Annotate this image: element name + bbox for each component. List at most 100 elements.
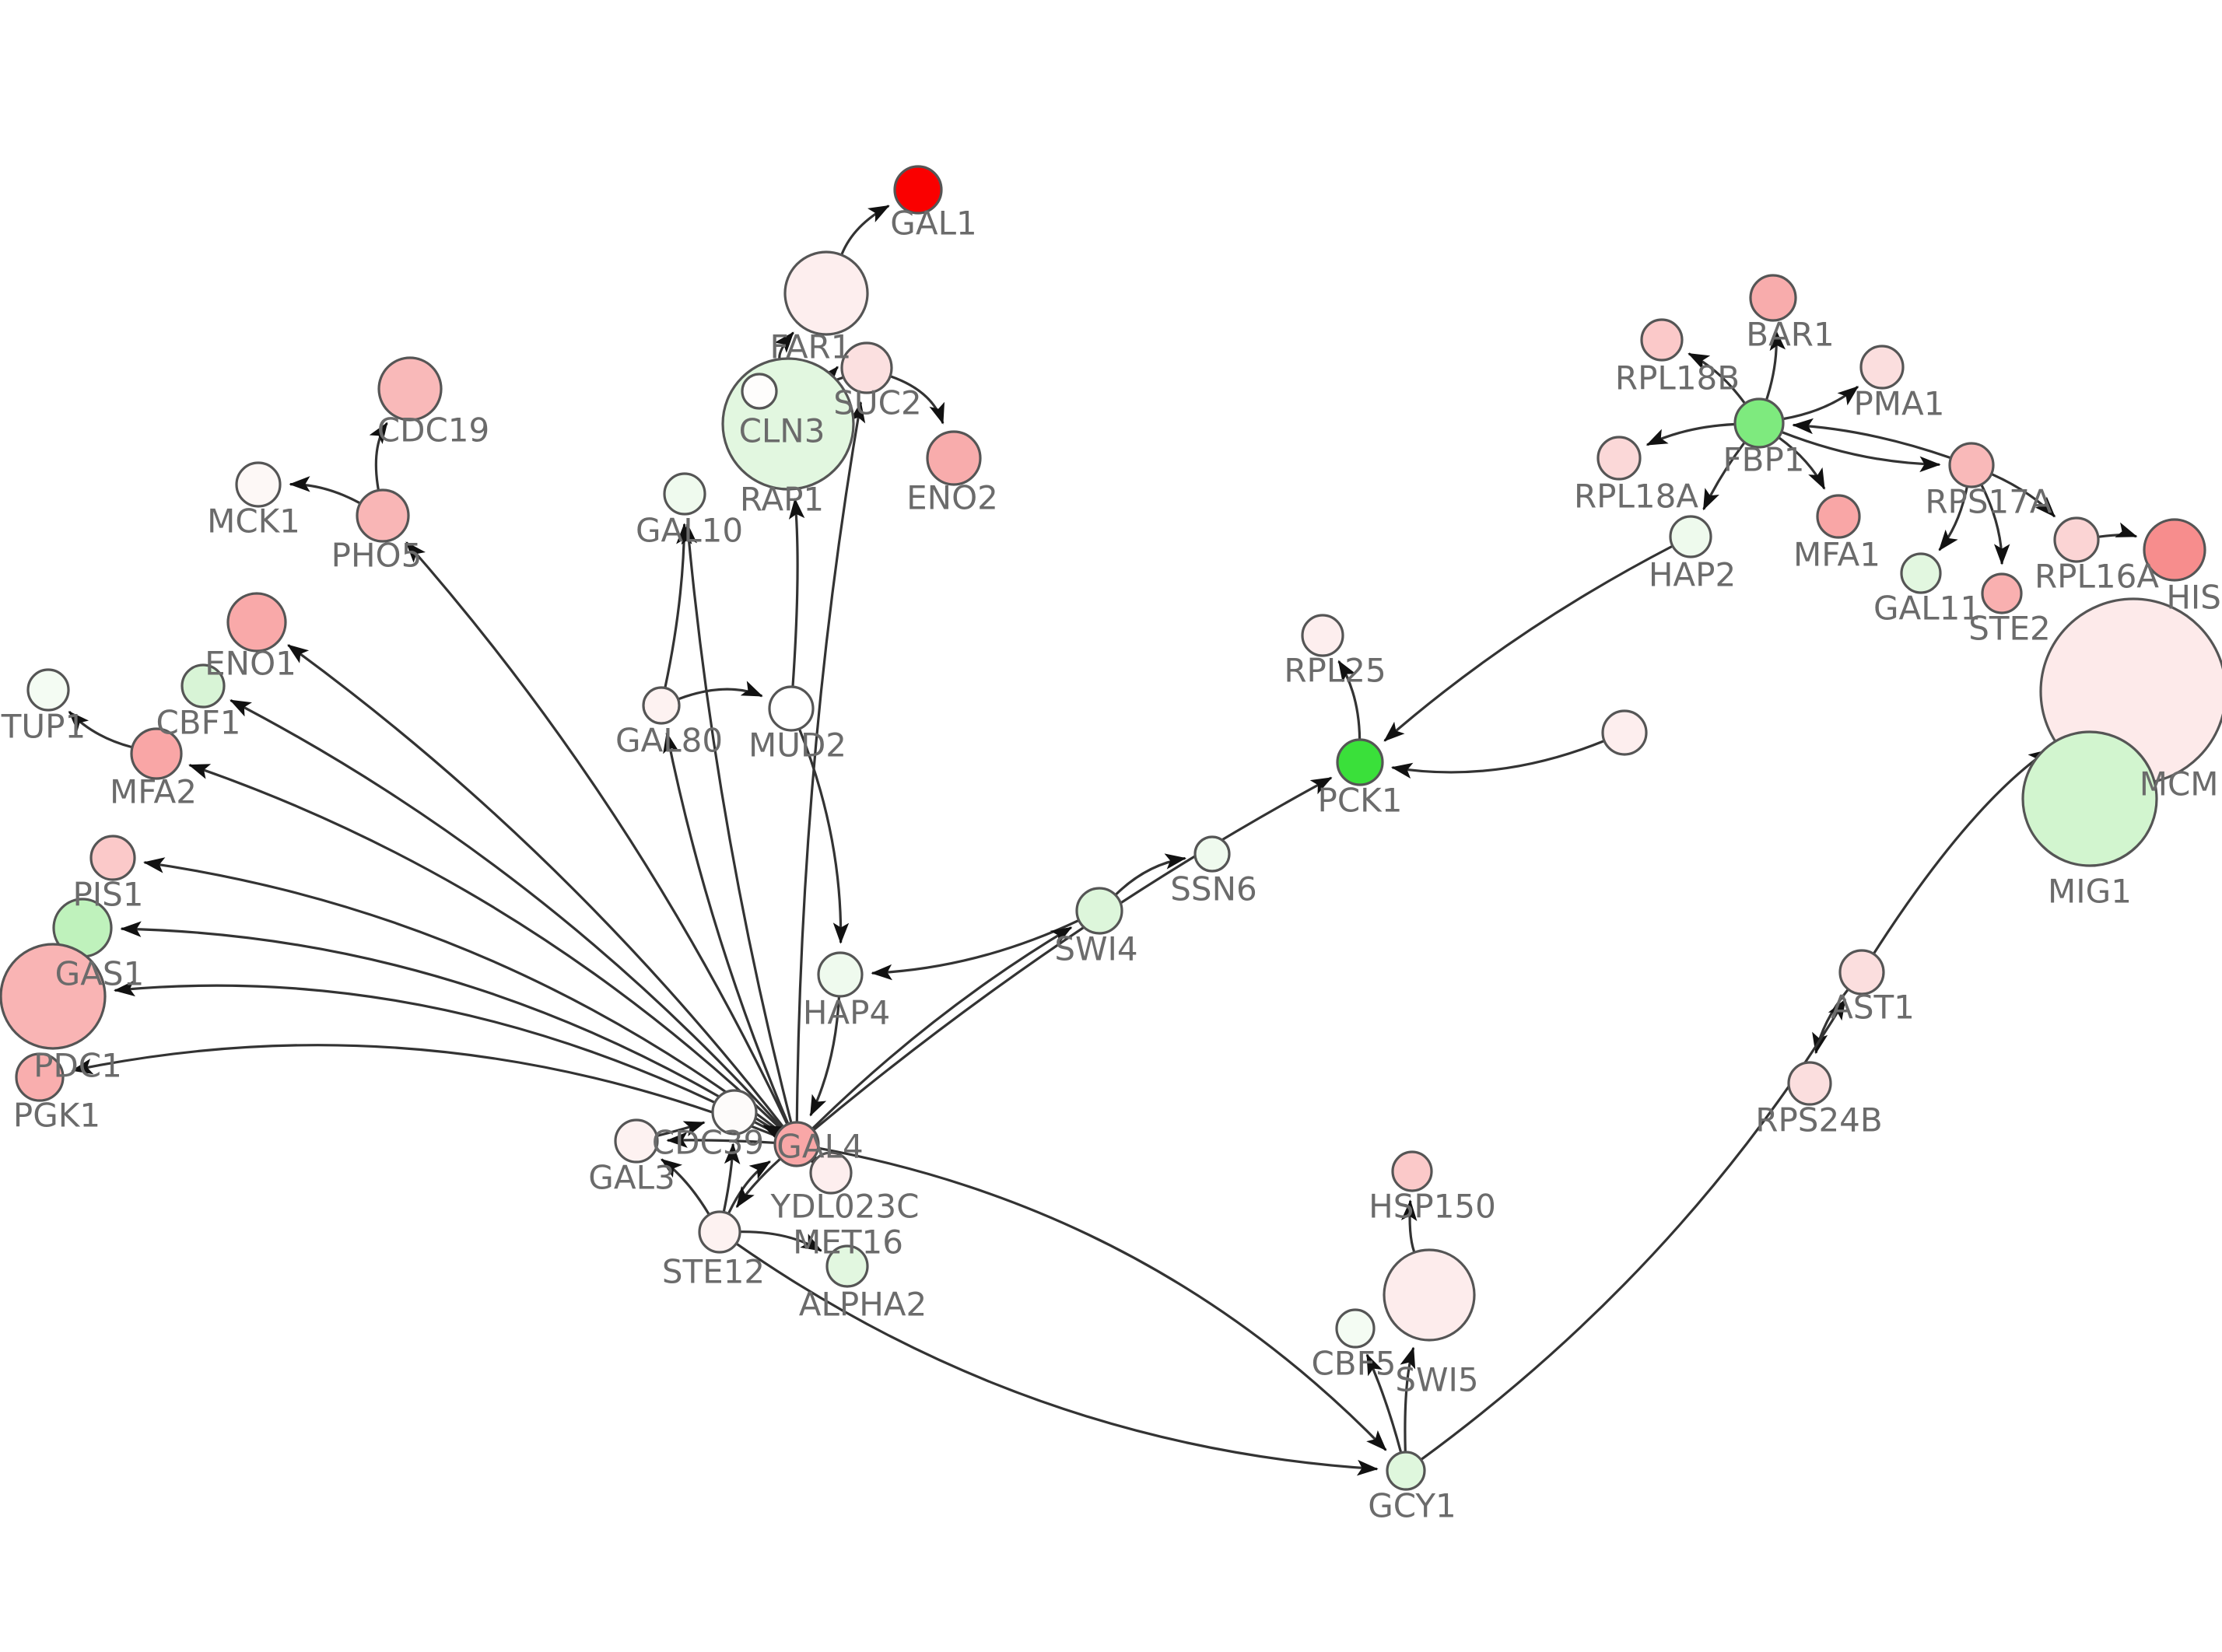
- node-mck1[interactable]: [235, 461, 282, 508]
- node-eno1[interactable]: [226, 592, 287, 653]
- edge-ast1-to-mcm1[interactable]: [1873, 748, 2050, 954]
- node-gal11[interactable]: [1900, 552, 1942, 594]
- edge-mfa2-to-tup1[interactable]: [68, 710, 132, 749]
- edge-gal4-to-cbf1[interactable]: [230, 698, 783, 1129]
- node-fbp1[interactable]: [1733, 397, 1785, 449]
- node-ast1[interactable]: [1838, 949, 1885, 996]
- node-eno2[interactable]: [926, 430, 982, 486]
- node-mfa1[interactable]: [1816, 494, 1861, 539]
- edge-gcy1-to-cbf5[interactable]: [1365, 1353, 1403, 1453]
- node-swi5[interactable]: [1383, 1248, 1476, 1342]
- edge-gal4-to-gal3[interactable]: [666, 1132, 775, 1148]
- edge-pck1-to-rpl25[interactable]: [1337, 660, 1362, 740]
- edge-rps17a-to-fbp1[interactable]: [1792, 418, 1951, 460]
- node-ydl023c[interactable]: [809, 1151, 853, 1195]
- node-suc2[interactable]: [840, 341, 893, 394]
- edge-rps17a-to-ste2[interactable]: [1980, 485, 2010, 565]
- edge-suc2-to-eno2[interactable]: [890, 375, 945, 425]
- node-ssn6[interactable]: [1193, 835, 1231, 873]
- edge-gal80-to-mud2[interactable]: [678, 681, 763, 701]
- edge-gal4-to-eno1[interactable]: [287, 644, 784, 1128]
- edge-swi4-to-hap4[interactable]: [871, 919, 1079, 981]
- edge-gal4-to-cdc39[interactable]: [762, 1124, 785, 1142]
- node-cdc39[interactable]: [711, 1089, 758, 1136]
- edge-rpl16a-to-his4[interactable]: [2098, 522, 2138, 538]
- edge-fbp1-to-bar1[interactable]: [1765, 329, 1786, 400]
- edge-gcy1-to-ast1[interactable]: [1421, 998, 1847, 1461]
- edge-fbp1-to-rpl18b[interactable]: [1688, 352, 1746, 404]
- edge-pho5-to-mck1[interactable]: [289, 476, 360, 505]
- edge-cln3-to-far1[interactable]: [774, 331, 794, 359]
- node-mud2[interactable]: [768, 685, 815, 732]
- node-pma1[interactable]: [1859, 345, 1905, 390]
- edge-gal4-to-gal10[interactable]: [681, 523, 793, 1123]
- edge-gal4-to-swi4[interactable]: [811, 926, 1073, 1129]
- edge-gal3-to-cdc39[interactable]: [657, 1121, 706, 1137]
- node-bar1[interactable]: [1749, 274, 1797, 322]
- edge-gal4-to-pgk1[interactable]: [71, 1044, 776, 1137]
- edge-gal4-to-mfa2[interactable]: [188, 764, 782, 1130]
- node-pis1[interactable]: [89, 835, 136, 881]
- edge-pho5-to-cdc19[interactable]: [369, 422, 388, 490]
- edge-gal4-to-ste12[interactable]: [735, 1158, 781, 1209]
- node-gal10[interactable]: [663, 472, 706, 516]
- node-rpl18b[interactable]: [1640, 318, 1684, 362]
- node-tup1[interactable]: [26, 668, 70, 712]
- edge-far1-to-gal1[interactable]: [840, 205, 890, 255]
- node-far1[interactable]: [783, 250, 869, 336]
- edge-mud2-to-hap4[interactable]: [798, 729, 850, 944]
- node-gal3[interactable]: [614, 1118, 659, 1164]
- edge-ste12-to-gcy1[interactable]: [736, 1243, 1379, 1476]
- node-unk1[interactable]: [1601, 709, 1648, 756]
- node-mig1[interactable]: [2021, 730, 2158, 867]
- edge-fbp1-to-mfa1[interactable]: [1778, 436, 1826, 490]
- edge-gal4-to-pdc1[interactable]: [114, 980, 778, 1135]
- edge-fbp1-to-pma1[interactable]: [1783, 385, 1859, 421]
- edge-fbp1-to-rpl18a[interactable]: [1645, 422, 1735, 446]
- node-pdc1[interactable]: [0, 943, 107, 1050]
- edge-rps17a-to-gal11[interactable]: [1938, 487, 1968, 551]
- node-rps24b[interactable]: [1787, 1061, 1832, 1106]
- node-rpl16a[interactable]: [2053, 516, 2100, 563]
- node-mfa2[interactable]: [130, 727, 183, 780]
- edge-hap4-to-gal4[interactable]: [809, 996, 840, 1117]
- node-gcy1[interactable]: [1386, 1451, 1426, 1491]
- node-pgk1[interactable]: [15, 1052, 65, 1102]
- node-cbf1[interactable]: [180, 663, 226, 709]
- edge-unk1-to-pck1[interactable]: [1390, 740, 1604, 779]
- edge-rps17a-to-rpl16a[interactable]: [1991, 473, 2056, 518]
- edge-gal4-to-pck1[interactable]: [813, 776, 1333, 1131]
- node-hap4[interactable]: [817, 951, 864, 998]
- edge-gal4-to-gcy1[interactable]: [818, 1146, 1387, 1451]
- node-rpl25[interactable]: [1301, 614, 1344, 657]
- node-ste2[interactable]: [1981, 572, 2023, 614]
- node-pck1[interactable]: [1336, 738, 1384, 786]
- node-hsp150[interactable]: [1391, 1150, 1433, 1192]
- edge-fbp1-to-rps17a[interactable]: [1782, 431, 1941, 473]
- edge-gal4-to-gas1[interactable]: [120, 921, 779, 1133]
- node-gal4[interactable]: [773, 1121, 820, 1167]
- edge-swi5-to-hsp150[interactable]: [1400, 1199, 1418, 1252]
- edge-ste12-to-gal3[interactable]: [661, 1158, 710, 1215]
- node-his4[interactable]: [2143, 518, 2206, 582]
- node-rap1_node[interactable]: [741, 373, 778, 410]
- edge-ste12-to-alpha2[interactable]: [740, 1230, 822, 1252]
- edge-ste12-to-gal4[interactable]: [727, 1160, 772, 1214]
- edge-gcy1-to-swi5[interactable]: [1400, 1346, 1416, 1452]
- node-rpl18a[interactable]: [1596, 436, 1642, 481]
- node-rps17a[interactable]: [1948, 442, 1995, 488]
- node-ste12[interactable]: [698, 1210, 741, 1254]
- edge-ste12-to-cdc39[interactable]: [722, 1143, 741, 1212]
- edge-gal4-to-pho5[interactable]: [405, 541, 789, 1125]
- node-pho5[interactable]: [356, 488, 410, 543]
- node-swi4[interactable]: [1075, 887, 1123, 935]
- node-alpha2[interactable]: [825, 1244, 869, 1288]
- node-hap2[interactable]: [1669, 515, 1712, 558]
- edge-hap2-to-pck1[interactable]: [1383, 545, 1673, 742]
- node-cdc19[interactable]: [377, 356, 443, 422]
- edge-fbp1-to-hap2[interactable]: [1702, 442, 1746, 511]
- edge-gal4-to-pis1[interactable]: [143, 857, 780, 1132]
- node-cbf5[interactable]: [1335, 1308, 1376, 1349]
- edge-mud2-to-cln3[interactable]: [788, 498, 805, 687]
- edge-ast1-to-rps24b[interactable]: [1812, 989, 1849, 1055]
